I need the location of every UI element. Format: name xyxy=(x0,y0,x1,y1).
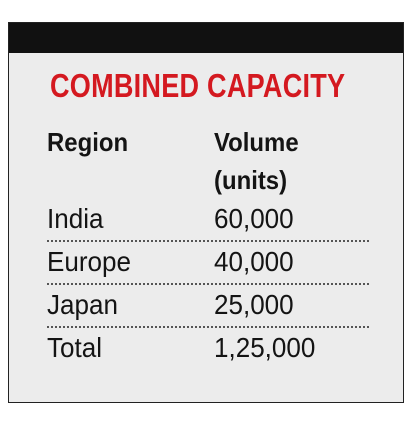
table-row-japan: Japan 25,000 xyxy=(47,285,369,328)
table-row-total: Total 1,25,000 xyxy=(47,328,369,369)
header-volume-line1: Volume xyxy=(214,127,299,157)
header-volume-line2: (units) xyxy=(214,165,288,195)
table-row-india: India 60,000 xyxy=(47,199,369,242)
table-title: COMBINED CAPACITY xyxy=(50,67,346,104)
row-volume: 60,000 xyxy=(214,203,294,234)
header-volume: Volume (units) xyxy=(214,123,352,199)
row-volume: 40,000 xyxy=(214,246,294,277)
row-volume: 25,000 xyxy=(214,289,294,320)
capacity-table: Region Volume (units) India 60,000 Europ… xyxy=(47,123,369,369)
capacity-card: COMBINED CAPACITY Region Volume (units) … xyxy=(8,22,404,403)
top-bar xyxy=(9,23,403,53)
table-row-europe: Europe 40,000 xyxy=(47,242,369,285)
row-volume: 1,25,000 xyxy=(214,332,316,363)
row-region: Total xyxy=(47,332,103,363)
row-region: Japan xyxy=(47,289,118,320)
header-region: Region xyxy=(47,127,129,157)
table-header-row: Region Volume (units) xyxy=(47,123,369,199)
row-region: Europe xyxy=(47,246,131,277)
row-region: India xyxy=(47,203,104,234)
